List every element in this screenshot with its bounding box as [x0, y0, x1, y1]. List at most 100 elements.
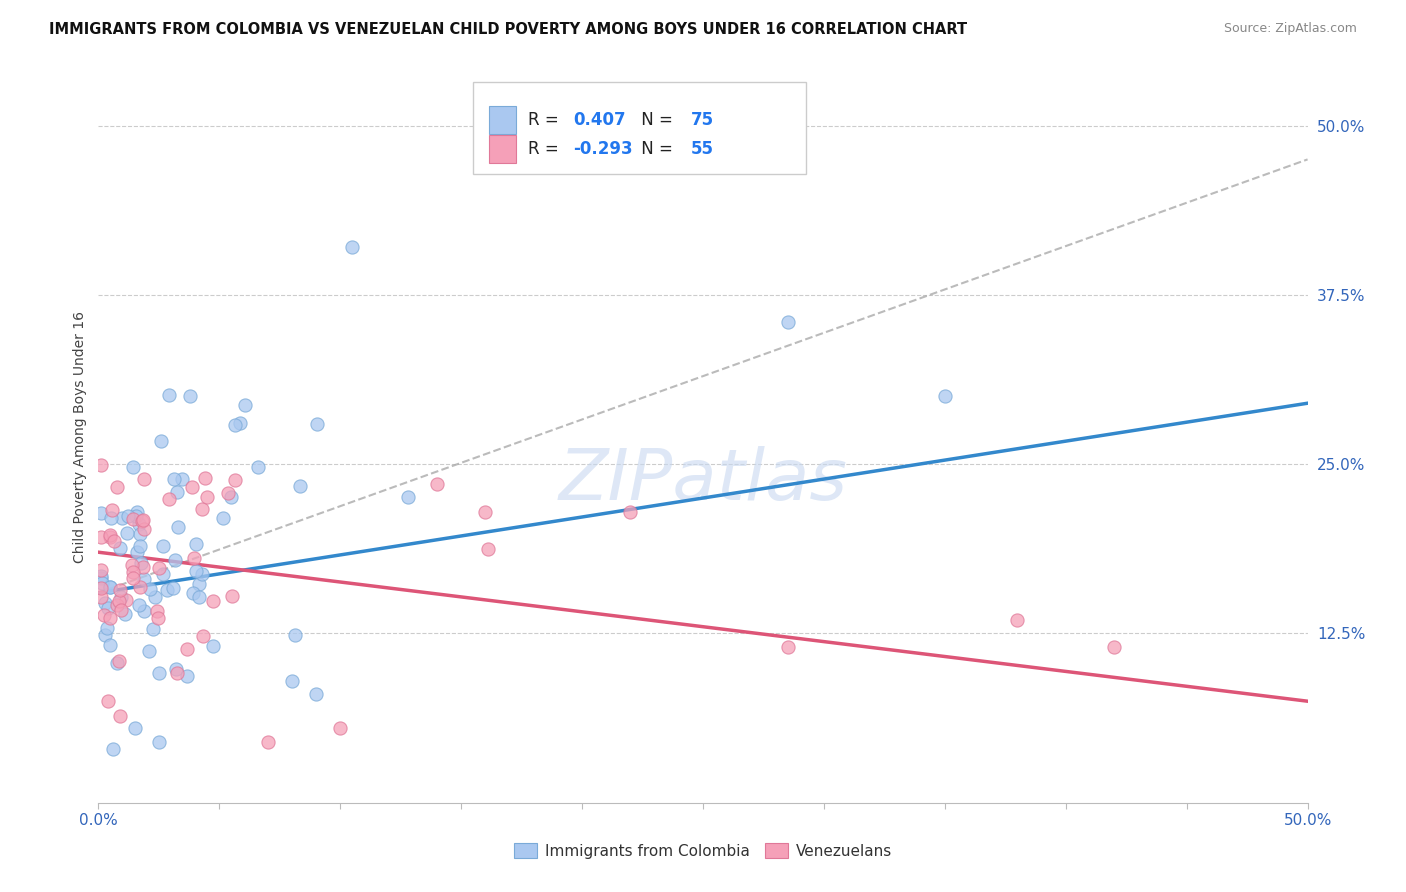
Point	[105, 598, 128, 612]
Point	[190, 567, 212, 582]
Point	[105, 480, 128, 494]
FancyBboxPatch shape	[489, 106, 516, 134]
Point	[131, 514, 153, 528]
Point	[152, 567, 174, 582]
Point	[307, 417, 329, 431]
Text: R =: R =	[527, 111, 564, 128]
Point	[100, 503, 122, 517]
Point	[162, 581, 184, 595]
Point	[98, 638, 121, 652]
Point	[224, 418, 246, 433]
Point	[128, 599, 150, 613]
Point	[143, 591, 166, 605]
Point	[129, 527, 152, 541]
Point	[195, 490, 218, 504]
Point	[90, 530, 112, 544]
Point	[187, 590, 209, 604]
Point	[233, 398, 256, 412]
Point	[108, 654, 131, 668]
Point	[90, 591, 112, 605]
Text: ZIPatlas: ZIPatlas	[558, 447, 848, 516]
Point	[108, 582, 131, 597]
Point	[329, 721, 352, 735]
Point	[142, 622, 165, 636]
Point	[98, 580, 121, 594]
Point	[221, 589, 243, 603]
Point	[90, 458, 112, 473]
Point	[125, 505, 148, 519]
Point	[98, 528, 121, 542]
Point	[138, 643, 160, 657]
Point	[128, 517, 150, 532]
Point	[131, 560, 153, 574]
Point	[1102, 640, 1125, 654]
Point	[166, 520, 188, 534]
Point	[342, 240, 364, 254]
Point	[166, 485, 188, 500]
FancyBboxPatch shape	[474, 82, 806, 174]
Point	[176, 669, 198, 683]
Point	[170, 472, 193, 486]
Point	[100, 511, 122, 525]
Point	[305, 688, 328, 702]
Text: -0.293: -0.293	[574, 140, 633, 158]
Point	[396, 490, 419, 504]
Point	[219, 490, 242, 504]
Legend: Immigrants from Colombia, Venezuelans: Immigrants from Colombia, Venezuelans	[508, 837, 898, 864]
Point	[184, 537, 207, 551]
Point	[111, 510, 134, 524]
Point	[134, 604, 156, 618]
Point	[129, 557, 152, 571]
Point	[94, 628, 117, 642]
Point	[201, 639, 224, 653]
Point	[202, 594, 225, 608]
Point	[122, 459, 145, 474]
Point	[179, 389, 201, 403]
Point	[105, 657, 128, 671]
Text: 75: 75	[690, 111, 714, 128]
Point	[98, 530, 121, 544]
Point	[477, 542, 499, 557]
Point	[149, 434, 172, 449]
Point	[229, 416, 252, 430]
Point	[114, 607, 136, 621]
Point	[934, 389, 956, 403]
Point	[90, 576, 112, 591]
Point	[115, 525, 138, 540]
Point	[125, 545, 148, 559]
Point	[181, 480, 204, 494]
Point	[108, 541, 131, 555]
Point	[194, 471, 217, 485]
Point	[93, 608, 115, 623]
Point	[121, 558, 143, 572]
Point	[90, 571, 112, 585]
Point	[122, 571, 145, 585]
Point	[103, 533, 125, 548]
Point	[124, 721, 146, 735]
Point	[148, 611, 170, 625]
Point	[108, 593, 131, 607]
Point	[474, 505, 496, 519]
Text: 0.407: 0.407	[574, 111, 626, 128]
Point	[187, 577, 209, 591]
Point	[134, 522, 156, 536]
Point	[166, 666, 188, 681]
Point	[246, 460, 269, 475]
Point	[776, 640, 799, 654]
Point	[256, 735, 278, 749]
Point	[146, 604, 169, 618]
Point	[217, 485, 239, 500]
Point	[114, 593, 136, 607]
Point	[97, 601, 120, 615]
Point	[110, 590, 132, 604]
Point	[148, 561, 170, 575]
Point	[122, 565, 145, 579]
Point	[90, 506, 112, 520]
Point	[619, 505, 641, 519]
Point	[156, 583, 179, 598]
Text: N =: N =	[637, 140, 679, 158]
Text: R =: R =	[527, 140, 564, 158]
Point	[128, 580, 150, 594]
Point	[183, 551, 205, 566]
FancyBboxPatch shape	[489, 136, 516, 163]
